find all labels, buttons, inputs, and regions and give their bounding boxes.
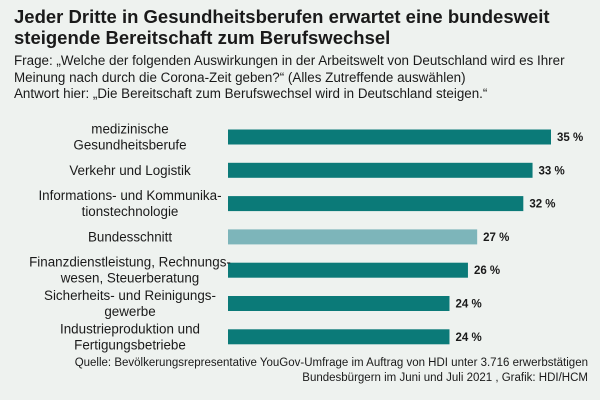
category-label-5: Sicherheits- und Reinigungs-gewerbe [44,288,216,319]
bar-6 [228,329,450,345]
source-note: Quelle: Bevölkerungsrepresentative YouGo… [74,357,588,384]
value-label-3: 27 % [483,232,509,244]
chart-title: Jeder Dritte in Gesundheitsberufen erwar… [14,6,550,48]
category-label-6: Industrieproduktion und Fertigungsbetrieb… [60,321,200,352]
value-label-1: 33 % [539,165,565,177]
bar-1 [228,162,533,178]
value-label-5: 24 % [455,299,481,311]
bar-2 [228,196,524,212]
bar-0 [228,129,551,145]
category-label-0: medizinische Gesundheitsberufe [73,122,186,153]
bar-5 [228,296,450,311]
category-label-4: Finanzdienstleistung, Rechnungs-wesen, S… [29,255,231,286]
survey-question: Frage: „Welche der folgenden Auswirkunge… [14,53,594,103]
category-label-3: Bundesschnitt [88,229,172,244]
answer-text: Antwort hier: „Die Bereitschaft zum Beru… [14,86,488,101]
value-label-6: 24 % [455,332,481,344]
value-label-0: 35 % [557,132,583,144]
category-label-2: Informations- und Kommunika-tionstechnol… [38,188,221,219]
bar-3 [228,229,478,245]
value-label-4: 26 % [474,265,500,277]
bar-4 [228,262,468,278]
question-text: Frage: „Welche der folgenden Auswirkunge… [14,53,565,85]
category-label-1: Verkehr und Logistik [69,163,191,178]
value-label-2: 32 % [529,199,555,211]
